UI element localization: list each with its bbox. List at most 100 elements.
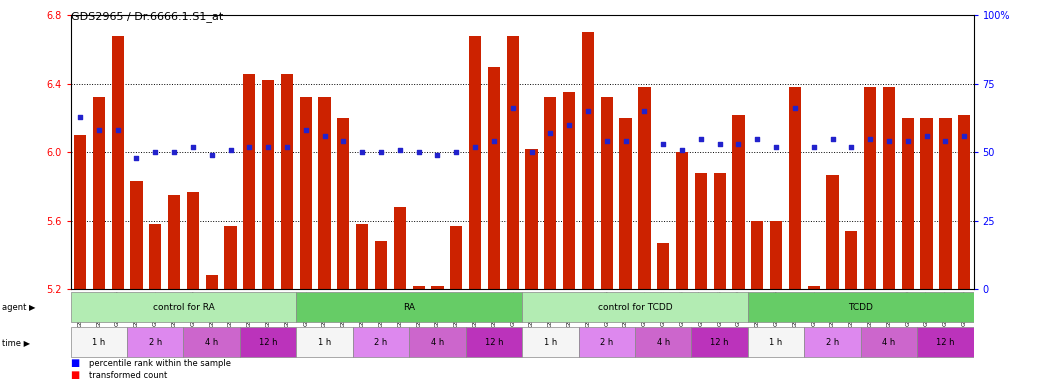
Text: 2 h: 2 h	[148, 338, 162, 347]
Bar	[638, 87, 651, 289]
Text: 4 h: 4 h	[882, 338, 896, 347]
Bar	[958, 114, 971, 289]
Point	[410, 149, 427, 156]
Point	[166, 149, 183, 156]
Bar	[187, 192, 199, 289]
Bar	[469, 36, 482, 289]
Text: RA: RA	[403, 303, 415, 312]
Text: 1 h: 1 h	[769, 338, 783, 347]
Bar	[393, 207, 406, 289]
Bar	[921, 118, 933, 289]
Bar	[657, 243, 670, 289]
Point	[805, 144, 822, 150]
Point	[467, 144, 484, 150]
Bar	[262, 80, 274, 289]
Text: GDS2965 / Dr.6666.1.S1_at: GDS2965 / Dr.6666.1.S1_at	[71, 12, 223, 22]
Bar	[883, 87, 895, 289]
Point	[335, 138, 352, 144]
Point	[185, 144, 201, 150]
Bar	[826, 174, 839, 289]
Bar	[71, 292, 297, 323]
Point	[711, 141, 728, 147]
Bar	[582, 33, 594, 289]
Bar	[297, 292, 522, 323]
Point	[749, 136, 766, 142]
Bar	[676, 152, 688, 289]
Point	[599, 138, 616, 144]
Point	[448, 149, 465, 156]
Point	[241, 144, 257, 150]
Bar	[74, 135, 86, 289]
Point	[429, 152, 445, 158]
Text: 1 h: 1 h	[544, 338, 557, 347]
Bar	[861, 327, 918, 358]
Bar	[635, 327, 691, 358]
Bar	[563, 93, 575, 289]
Bar	[111, 36, 124, 289]
Bar	[149, 224, 161, 289]
Text: 12 h: 12 h	[485, 338, 503, 347]
Text: 12 h: 12 h	[258, 338, 277, 347]
Point	[618, 138, 634, 144]
Bar	[375, 241, 387, 289]
Text: 2 h: 2 h	[375, 338, 387, 347]
Bar	[808, 286, 820, 289]
Text: 1 h: 1 h	[318, 338, 331, 347]
Point	[542, 130, 558, 136]
Point	[109, 127, 126, 133]
Bar	[300, 98, 311, 289]
Text: 4 h: 4 h	[431, 338, 444, 347]
Point	[504, 105, 521, 111]
Point	[222, 146, 239, 152]
Point	[561, 122, 577, 128]
Point	[354, 149, 371, 156]
Text: transformed count: transformed count	[89, 371, 167, 380]
Text: time ▶: time ▶	[2, 338, 30, 347]
Bar	[522, 327, 578, 358]
Point	[937, 138, 954, 144]
Text: ■: ■	[71, 358, 80, 368]
Bar	[356, 224, 368, 289]
Point	[636, 108, 653, 114]
Point	[900, 138, 917, 144]
Point	[730, 141, 746, 147]
Bar	[206, 275, 218, 289]
Text: control for TCDD: control for TCDD	[598, 303, 673, 312]
Text: 4 h: 4 h	[657, 338, 670, 347]
Point	[260, 144, 276, 150]
Bar	[337, 118, 350, 289]
Point	[203, 152, 220, 158]
Point	[919, 133, 935, 139]
Point	[579, 108, 596, 114]
Bar	[168, 195, 181, 289]
Text: agent ▶: agent ▶	[2, 303, 35, 312]
Point	[768, 144, 785, 150]
Point	[147, 149, 164, 156]
Bar	[432, 286, 443, 289]
Text: 4 h: 4 h	[206, 338, 218, 347]
Bar	[525, 149, 538, 289]
Point	[692, 136, 709, 142]
Bar	[319, 98, 331, 289]
Bar	[297, 327, 353, 358]
Point	[523, 149, 540, 156]
Bar	[902, 118, 913, 289]
Bar	[131, 181, 142, 289]
Bar	[747, 292, 974, 323]
Point	[824, 136, 841, 142]
Bar	[240, 327, 297, 358]
Bar	[918, 327, 974, 358]
Bar	[578, 327, 635, 358]
Bar	[243, 74, 255, 289]
Bar	[747, 327, 804, 358]
Text: ■: ■	[71, 370, 80, 380]
Bar	[544, 98, 556, 289]
Point	[843, 144, 859, 150]
Point	[391, 146, 408, 152]
Bar	[804, 327, 861, 358]
Bar	[224, 226, 237, 289]
Text: 2 h: 2 h	[600, 338, 613, 347]
Bar	[184, 327, 240, 358]
Point	[655, 141, 672, 147]
Point	[880, 138, 897, 144]
